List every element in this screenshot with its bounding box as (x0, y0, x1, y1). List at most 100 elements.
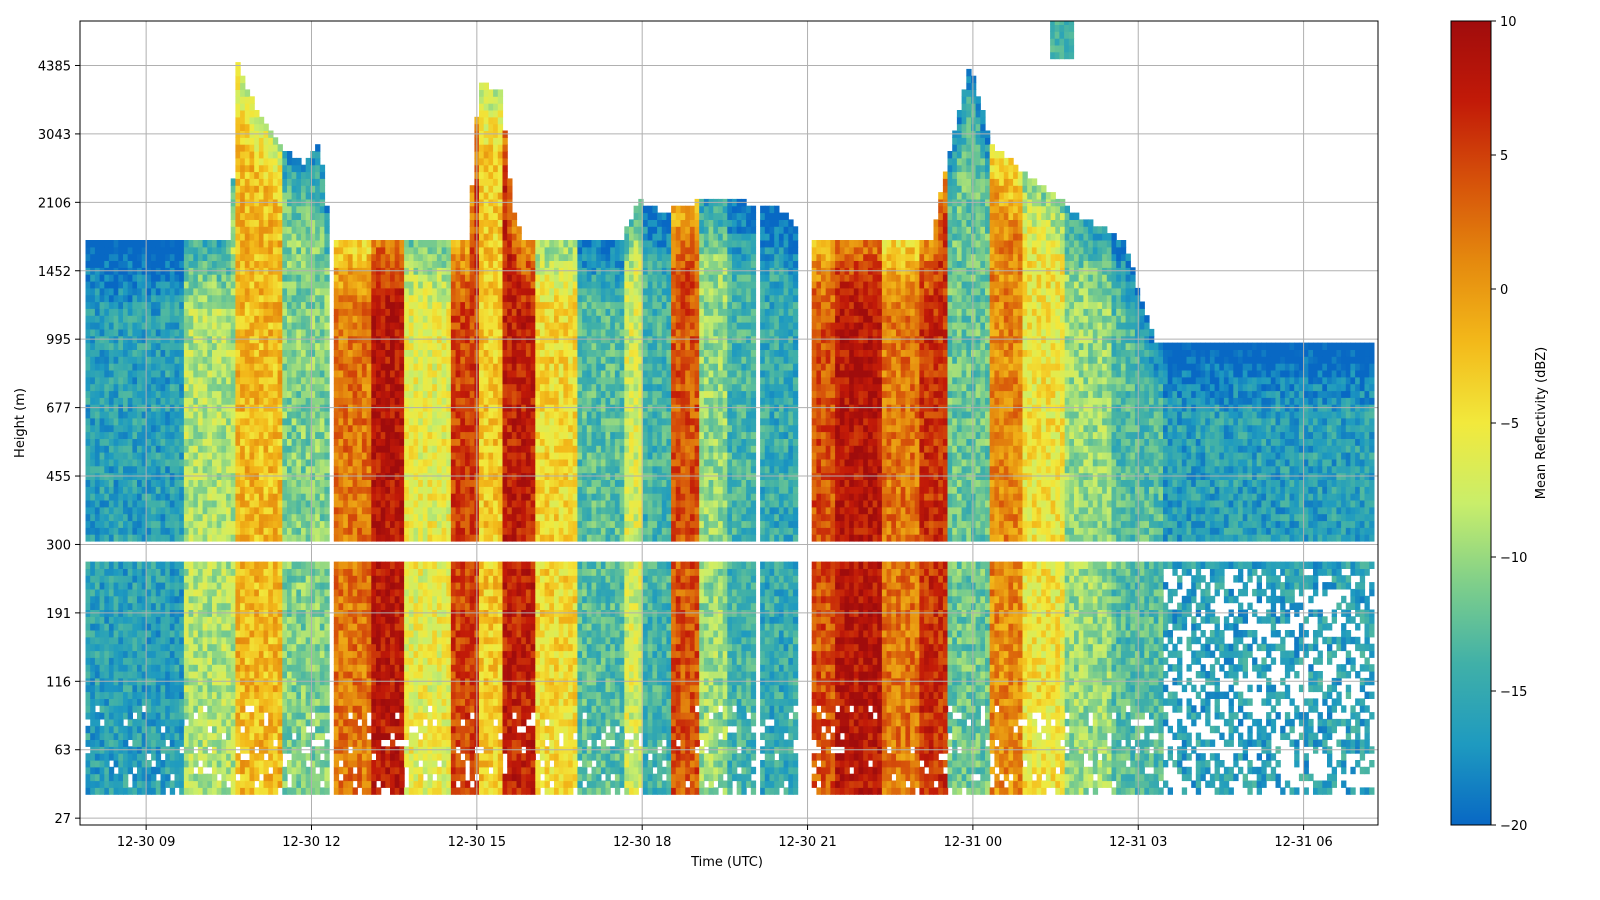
heatmap-cell (169, 390, 176, 398)
heatmap-cell (347, 240, 354, 248)
heatmap-cell (268, 370, 274, 378)
heatmap-cell (85, 725, 91, 734)
heatmap-cell (188, 486, 194, 494)
heatmap-cell (277, 349, 283, 357)
heatmap-cell (296, 164, 302, 173)
heatmap-cell (174, 671, 180, 679)
heatmap-cell (202, 376, 208, 385)
heatmap-cell (160, 602, 166, 610)
heatmap-cell (352, 650, 358, 658)
heatmap-cell (272, 370, 279, 378)
heatmap-cell (113, 486, 119, 494)
heatmap-cell (305, 630, 311, 638)
heatmap-cell (99, 636, 105, 645)
heatmap-cell (296, 513, 302, 522)
heatmap-cell (272, 205, 279, 214)
heatmap-cell (287, 534, 293, 542)
heatmap-cell (258, 718, 265, 727)
heatmap-cell (151, 568, 157, 576)
heatmap-cell (249, 274, 255, 282)
heatmap-cell (151, 732, 157, 740)
heatmap-cell (216, 616, 222, 624)
heatmap-cell (104, 411, 110, 419)
heatmap-cell (221, 411, 227, 419)
heatmap-cell (202, 397, 208, 405)
heatmap-cell (202, 390, 208, 398)
heatmap-cell (315, 561, 321, 569)
heatmap-cell (216, 636, 222, 645)
heatmap-cell (221, 424, 227, 433)
heatmap-cell (132, 698, 138, 706)
heatmap-cell (230, 650, 236, 658)
heatmap-cell (193, 725, 199, 734)
heatmap-cell (90, 260, 96, 268)
heatmap-cell (94, 240, 101, 248)
heatmap-cell (230, 691, 236, 699)
heatmap-cell (155, 718, 162, 727)
heatmap-cell (174, 582, 180, 590)
heatmap-cell (315, 725, 321, 734)
heatmap-cell (235, 486, 241, 494)
heatmap-cell (169, 527, 176, 535)
heatmap-cell (99, 671, 105, 679)
heatmap-cell (207, 445, 213, 453)
heatmap-cell (258, 301, 265, 309)
heatmap-cell (104, 575, 110, 583)
heatmap-cell (108, 780, 115, 788)
heatmap-cell (183, 739, 190, 747)
heatmap-cell (291, 691, 297, 699)
heatmap-cell (188, 445, 194, 453)
heatmap-cell (193, 753, 199, 761)
heatmap-cell (207, 513, 213, 522)
heatmap-cell (287, 219, 293, 227)
heatmap-cell (249, 732, 255, 740)
heatmap-cell (301, 684, 307, 693)
heatmap-cell (371, 376, 377, 385)
heatmap-cell (151, 534, 157, 542)
heatmap-cell (254, 274, 260, 282)
heatmap-cell (258, 766, 265, 775)
heatmap-cell (127, 493, 133, 501)
heatmap-cell (287, 575, 293, 583)
heatmap-cell (291, 698, 297, 706)
heatmap-cell (333, 575, 340, 583)
heatmap-cell (207, 260, 213, 268)
heatmap-cell (263, 308, 269, 316)
heatmap-cell (305, 479, 311, 487)
heatmap-cell (258, 397, 265, 405)
heatmap-cell (207, 582, 213, 590)
heatmap-cell (230, 349, 236, 357)
heatmap-cell (193, 568, 199, 576)
heatmap-cell (357, 623, 363, 631)
heatmap-cell (263, 171, 269, 179)
heatmap-cell (282, 178, 288, 186)
heatmap-cell (137, 301, 143, 309)
heatmap-cell (272, 712, 279, 720)
heatmap-cell (319, 506, 326, 515)
heatmap-cell (85, 465, 91, 474)
heatmap-cell (160, 760, 166, 768)
heatmap-cell (141, 301, 147, 309)
heatmap-cell (352, 520, 358, 528)
heatmap-cell (305, 322, 311, 330)
heatmap-cell (160, 431, 166, 439)
heatmap-cell (263, 691, 269, 699)
heatmap-cell (197, 527, 204, 535)
heatmap-cell (263, 137, 269, 145)
heatmap-cell (99, 342, 105, 350)
heatmap-cell (268, 452, 274, 460)
heatmap-cell (319, 445, 326, 453)
heatmap-cell (183, 315, 190, 323)
heatmap-cell (174, 445, 180, 453)
heatmap-cell (235, 458, 241, 467)
heatmap-cell (141, 246, 147, 255)
heatmap-cell (108, 253, 115, 261)
heatmap-cell (254, 630, 260, 638)
heatmap-cell (268, 445, 274, 453)
heatmap-cell (127, 582, 133, 590)
heatmap-cell (132, 671, 138, 679)
heatmap-cell (315, 602, 321, 610)
heatmap-cell (263, 458, 269, 467)
heatmap-cell (108, 479, 115, 487)
heatmap-cell (277, 732, 283, 740)
